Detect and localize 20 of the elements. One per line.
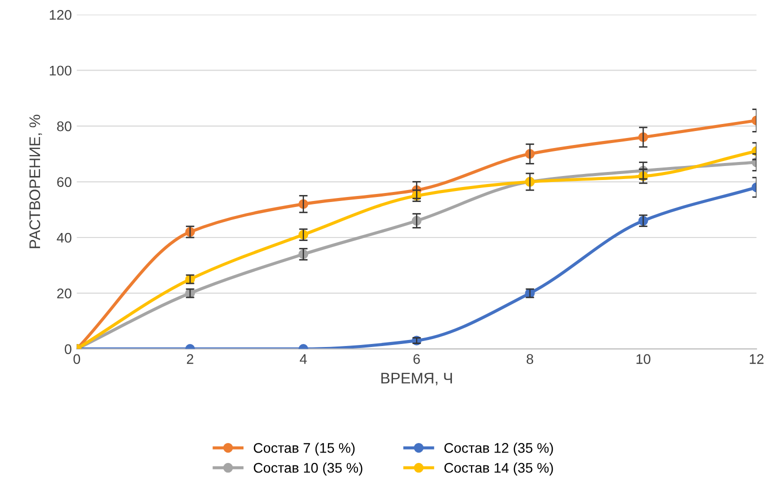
y-tick-label: 40 xyxy=(56,232,72,243)
x-tick-label: 0 xyxy=(73,354,80,364)
y-tick-label: 120 xyxy=(50,10,72,20)
x-tick-label: 4 xyxy=(300,354,307,364)
legend-label: Состав 10 (35 %) xyxy=(254,462,362,476)
legend-label: Состав 14 (35 %) xyxy=(444,462,553,476)
y-tick-label: 0 xyxy=(64,344,72,354)
x-tick-label: 2 xyxy=(186,354,194,364)
y-axis-title: РАСТВОРЕНИЕ, % xyxy=(29,114,42,248)
y-tick-label: 80 xyxy=(57,121,72,132)
x-axis-title: ВРЕМЯ, Ч xyxy=(381,372,452,386)
y-tick-label: 20 xyxy=(57,288,72,298)
x-tick-label: 12 xyxy=(750,354,764,364)
y-tick-label: 60 xyxy=(57,177,72,187)
legend-label: Состав 12 (35 %) xyxy=(444,442,553,456)
x-tick-label: 10 xyxy=(636,354,650,364)
x-tick-label: 6 xyxy=(413,354,420,364)
legend-label: Состав 7 (15 %) xyxy=(254,442,355,456)
y-tick-label: 100 xyxy=(50,66,72,76)
x-tick-label: 8 xyxy=(526,354,534,364)
